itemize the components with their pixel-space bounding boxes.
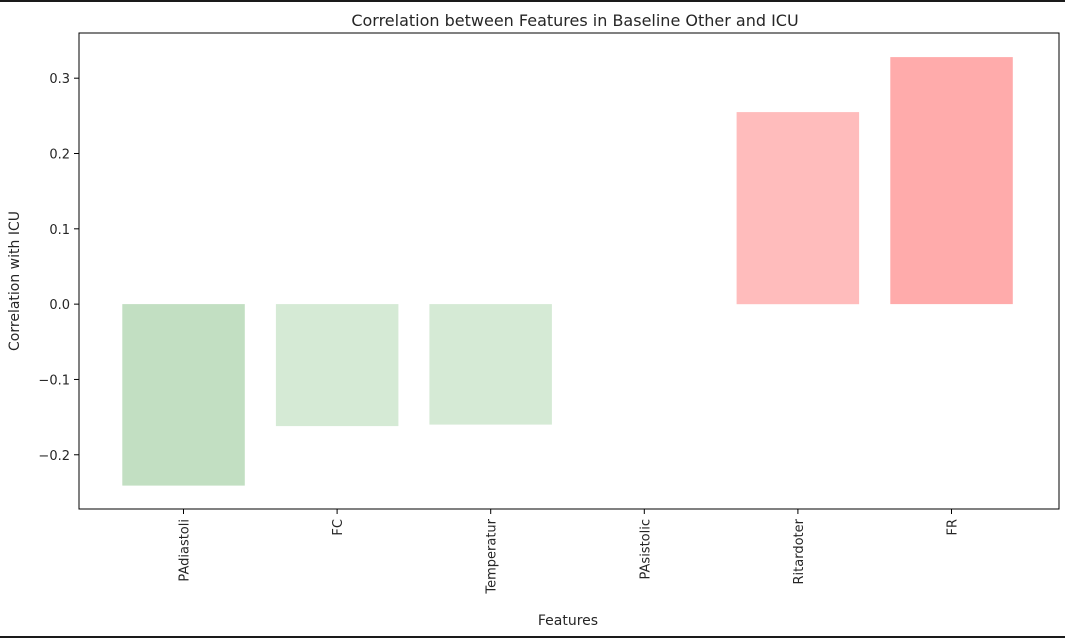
x-tick-label: FR (946, 519, 961, 536)
y-tick-label: 0.2 (49, 148, 70, 163)
bar-fr (890, 57, 1013, 305)
bar-ritardoter (736, 112, 860, 305)
plot-area-frame (78, 32, 1060, 510)
bar-temperatur (429, 304, 552, 425)
bottom-border (0, 636, 1065, 638)
x-tick-label: Temperatur (485, 518, 500, 594)
chart-title: Correlation between Features in Baseline… (351, 11, 798, 30)
x-tick-label: Ritardoter (792, 518, 807, 584)
y-tick-label: −0.1 (38, 373, 70, 388)
bars-group (122, 57, 1013, 486)
y-tick-label: −0.2 (38, 449, 70, 464)
y-axis-label: Correlation with ICU (7, 211, 23, 351)
y-tick-label: 0.0 (49, 298, 70, 313)
x-tick-label: PAdiastoli (178, 519, 193, 582)
x-axis: PAdiastoli FC Temperatur PAsistolic Ritardot… (178, 509, 961, 595)
x-tick-label: FC (331, 519, 346, 536)
y-tick-label: 0.1 (49, 223, 70, 238)
x-axis-label: Features (538, 613, 598, 629)
bar-padiastoli (122, 304, 245, 486)
y-tick-label: 0.3 (49, 72, 70, 87)
top-border (0, 0, 1065, 2)
y-axis: 0.3 0.2 0.1 0.0 −0.1 −0.2 (38, 72, 79, 464)
bar-fc (275, 304, 399, 427)
x-tick-label: PAsistolic (638, 519, 653, 579)
